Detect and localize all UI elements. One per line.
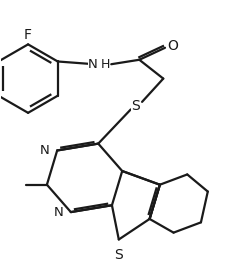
Text: H: H bbox=[100, 58, 110, 71]
Text: N: N bbox=[88, 58, 98, 71]
Text: N: N bbox=[40, 144, 50, 157]
Text: S: S bbox=[114, 248, 123, 262]
Text: S: S bbox=[132, 99, 140, 113]
Text: O: O bbox=[167, 39, 178, 53]
Text: N: N bbox=[54, 206, 63, 219]
Text: F: F bbox=[24, 28, 32, 42]
